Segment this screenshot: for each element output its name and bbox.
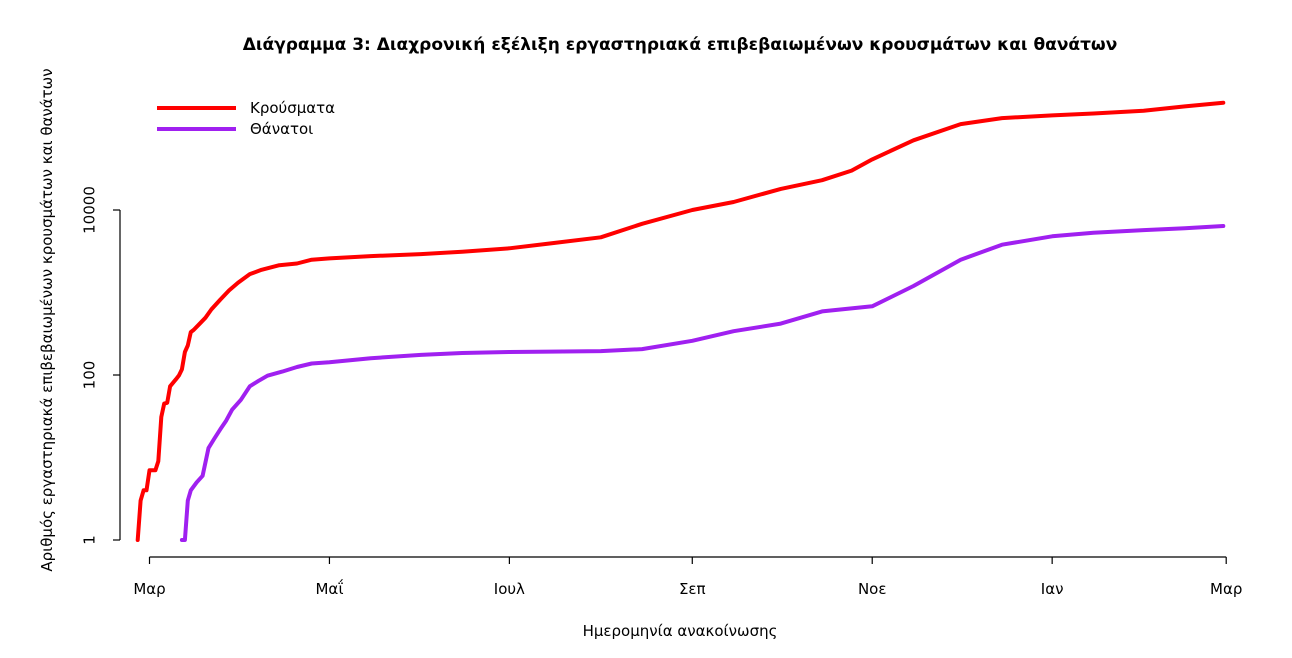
y-tick-label: 100	[81, 361, 99, 390]
x-tick-label: Ιαν	[1041, 580, 1064, 598]
x-tick-label: Μαρ	[133, 580, 165, 598]
series-line-1	[135, 100, 1226, 542]
x-tick-label: Ιουλ	[494, 580, 525, 598]
series-line-2	[179, 224, 1226, 542]
x-tick-label: Μαΐ	[315, 578, 343, 598]
y-tick-label: 1	[81, 535, 99, 545]
x-tick-label: Σεπ	[679, 580, 706, 598]
x-axis-label: Ημερομηνία ανακοίνωσης	[583, 622, 778, 640]
chart-title: Διάγραμμα 3: Διαχρονική εξέλιξη εργαστηρ…	[243, 35, 1118, 55]
y-tick-label: 10000	[81, 186, 99, 234]
legend: Κρούσματα Θάνατοι	[157, 99, 335, 138]
legend-label-2: Θάνατοι	[250, 120, 313, 138]
legend-label-1: Κρούσματα	[250, 99, 335, 117]
plot-area	[135, 100, 1226, 542]
axes: 1 100 10000 Μαρ Μαΐ Ιουλ Σεπ Νοε Ιαν Μαρ	[81, 186, 1243, 598]
x-tick-label: Μαρ	[1210, 580, 1242, 598]
y-axis-label: Αριθμός εργαστηριακά επιβεβαιωμένων κρου…	[38, 68, 56, 571]
x-tick-label: Νοε	[858, 580, 887, 598]
